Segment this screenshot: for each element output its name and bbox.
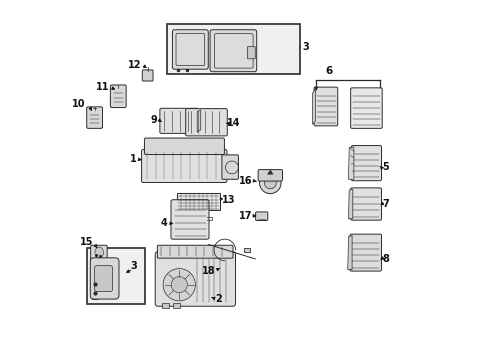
Text: 8: 8 bbox=[382, 254, 388, 264]
FancyBboxPatch shape bbox=[142, 70, 153, 81]
FancyBboxPatch shape bbox=[86, 107, 102, 129]
Text: 10: 10 bbox=[72, 99, 85, 109]
Bar bbox=[87, 248, 144, 304]
Text: 11: 11 bbox=[96, 82, 109, 92]
FancyBboxPatch shape bbox=[247, 46, 255, 59]
Polygon shape bbox=[312, 89, 315, 125]
Polygon shape bbox=[259, 172, 281, 194]
FancyBboxPatch shape bbox=[144, 138, 224, 154]
FancyBboxPatch shape bbox=[160, 108, 198, 134]
Polygon shape bbox=[347, 235, 351, 270]
FancyBboxPatch shape bbox=[255, 212, 267, 221]
FancyBboxPatch shape bbox=[94, 266, 112, 292]
FancyBboxPatch shape bbox=[350, 88, 382, 129]
Polygon shape bbox=[267, 170, 273, 174]
Text: 12: 12 bbox=[127, 59, 141, 69]
Polygon shape bbox=[348, 189, 352, 219]
FancyBboxPatch shape bbox=[90, 245, 107, 262]
Text: 14: 14 bbox=[227, 118, 240, 128]
Text: 18: 18 bbox=[201, 266, 215, 276]
Bar bbox=[172, 303, 180, 308]
Text: 2: 2 bbox=[215, 294, 222, 304]
FancyBboxPatch shape bbox=[350, 188, 381, 220]
Polygon shape bbox=[171, 276, 187, 293]
Polygon shape bbox=[348, 147, 353, 179]
FancyBboxPatch shape bbox=[210, 30, 256, 72]
FancyBboxPatch shape bbox=[90, 258, 119, 299]
FancyBboxPatch shape bbox=[172, 30, 208, 69]
Text: 9: 9 bbox=[151, 115, 158, 125]
FancyBboxPatch shape bbox=[171, 200, 208, 239]
Text: 6: 6 bbox=[325, 66, 332, 76]
Text: 13: 13 bbox=[221, 195, 235, 205]
Text: 4: 4 bbox=[161, 218, 167, 228]
Text: 16: 16 bbox=[239, 176, 252, 186]
FancyBboxPatch shape bbox=[258, 170, 282, 181]
Text: 17: 17 bbox=[239, 211, 252, 221]
Text: 3: 3 bbox=[130, 261, 137, 271]
Polygon shape bbox=[264, 177, 276, 189]
Bar bbox=[177, 193, 220, 211]
FancyBboxPatch shape bbox=[157, 245, 233, 258]
Bar bbox=[162, 303, 169, 308]
FancyBboxPatch shape bbox=[351, 145, 381, 181]
Bar bbox=[167, 24, 300, 74]
Bar bbox=[244, 248, 250, 252]
Polygon shape bbox=[197, 110, 201, 132]
Text: 1: 1 bbox=[129, 154, 136, 164]
Text: 7: 7 bbox=[382, 199, 388, 210]
Text: 5: 5 bbox=[382, 162, 388, 172]
FancyBboxPatch shape bbox=[222, 155, 238, 179]
FancyBboxPatch shape bbox=[313, 87, 337, 126]
FancyBboxPatch shape bbox=[349, 234, 381, 271]
FancyBboxPatch shape bbox=[185, 109, 227, 136]
Text: 3: 3 bbox=[301, 42, 308, 51]
Polygon shape bbox=[95, 247, 103, 258]
Polygon shape bbox=[163, 269, 195, 301]
FancyBboxPatch shape bbox=[155, 252, 235, 306]
FancyBboxPatch shape bbox=[142, 149, 226, 183]
Text: 15: 15 bbox=[80, 237, 93, 247]
FancyBboxPatch shape bbox=[110, 85, 126, 108]
